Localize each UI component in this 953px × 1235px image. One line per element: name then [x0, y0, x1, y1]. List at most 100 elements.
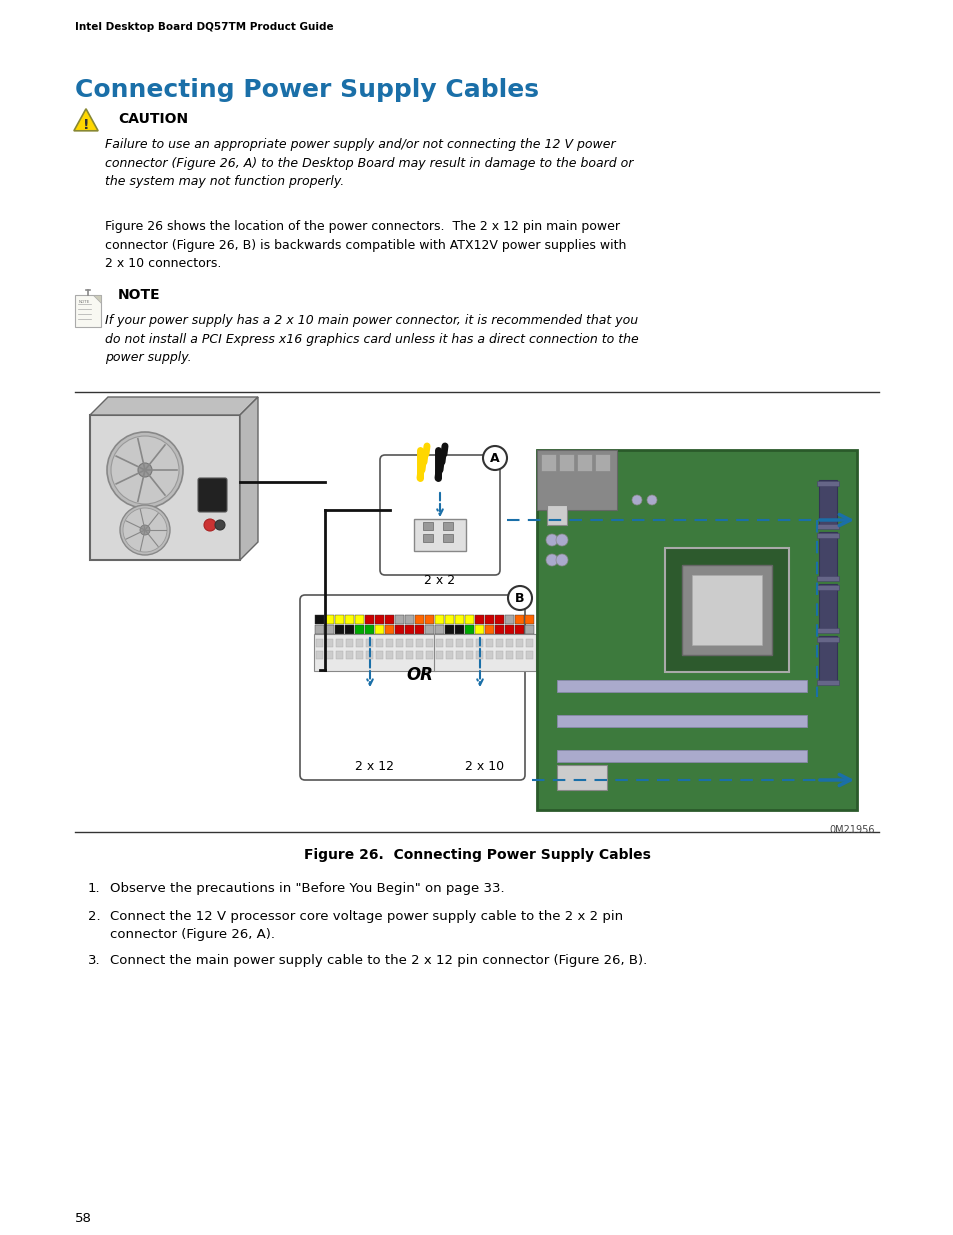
FancyBboxPatch shape: [504, 625, 514, 634]
Circle shape: [646, 495, 657, 505]
FancyBboxPatch shape: [557, 764, 606, 790]
FancyBboxPatch shape: [395, 651, 402, 659]
FancyBboxPatch shape: [818, 480, 836, 525]
FancyBboxPatch shape: [816, 585, 838, 590]
FancyBboxPatch shape: [516, 638, 522, 647]
Polygon shape: [240, 396, 257, 559]
FancyBboxPatch shape: [299, 595, 524, 781]
FancyBboxPatch shape: [415, 625, 423, 634]
Polygon shape: [90, 396, 257, 415]
FancyBboxPatch shape: [386, 651, 393, 659]
FancyBboxPatch shape: [476, 638, 482, 647]
FancyBboxPatch shape: [816, 534, 838, 538]
FancyBboxPatch shape: [75, 295, 101, 327]
FancyBboxPatch shape: [442, 534, 453, 542]
FancyBboxPatch shape: [314, 634, 436, 671]
Text: 0M21956: 0M21956: [828, 825, 874, 835]
FancyBboxPatch shape: [385, 625, 394, 634]
FancyBboxPatch shape: [446, 651, 453, 659]
FancyBboxPatch shape: [405, 615, 414, 624]
FancyBboxPatch shape: [345, 625, 354, 634]
Circle shape: [545, 555, 558, 566]
FancyBboxPatch shape: [537, 450, 617, 510]
FancyBboxPatch shape: [505, 651, 513, 659]
Circle shape: [214, 520, 225, 530]
FancyBboxPatch shape: [495, 625, 503, 634]
FancyBboxPatch shape: [465, 638, 473, 647]
Text: Figure 26 shows the location of the power connectors.  The 2 x 12 pin main power: Figure 26 shows the location of the powe…: [105, 220, 626, 270]
FancyBboxPatch shape: [485, 638, 493, 647]
FancyBboxPatch shape: [496, 651, 502, 659]
FancyBboxPatch shape: [816, 637, 838, 642]
FancyBboxPatch shape: [537, 450, 856, 810]
Text: Failure to use an appropriate power supply and/or not connecting the 12 V power
: Failure to use an appropriate power supp…: [105, 138, 633, 188]
Circle shape: [545, 534, 558, 546]
Circle shape: [507, 585, 532, 610]
FancyBboxPatch shape: [505, 638, 513, 647]
Text: 2 x 10: 2 x 10: [465, 760, 504, 773]
FancyBboxPatch shape: [816, 629, 838, 634]
FancyBboxPatch shape: [355, 651, 363, 659]
FancyBboxPatch shape: [346, 651, 353, 659]
FancyBboxPatch shape: [355, 615, 364, 624]
FancyBboxPatch shape: [816, 524, 838, 529]
Text: 2 x 2: 2 x 2: [424, 574, 456, 587]
FancyBboxPatch shape: [345, 615, 354, 624]
FancyBboxPatch shape: [416, 651, 422, 659]
FancyBboxPatch shape: [444, 615, 454, 624]
FancyBboxPatch shape: [455, 615, 463, 624]
FancyBboxPatch shape: [346, 638, 353, 647]
FancyBboxPatch shape: [557, 750, 806, 762]
FancyBboxPatch shape: [504, 615, 514, 624]
FancyBboxPatch shape: [379, 454, 499, 576]
Text: 58: 58: [75, 1212, 91, 1225]
Circle shape: [556, 534, 567, 546]
Circle shape: [631, 495, 641, 505]
Circle shape: [111, 436, 179, 504]
FancyBboxPatch shape: [691, 576, 761, 645]
FancyBboxPatch shape: [484, 615, 494, 624]
FancyBboxPatch shape: [325, 615, 334, 624]
FancyBboxPatch shape: [405, 625, 414, 634]
FancyBboxPatch shape: [335, 625, 344, 634]
FancyBboxPatch shape: [524, 625, 534, 634]
Text: CAUTION: CAUTION: [118, 112, 188, 126]
FancyBboxPatch shape: [426, 651, 433, 659]
FancyBboxPatch shape: [314, 625, 324, 634]
Text: NOTE: NOTE: [118, 288, 160, 303]
FancyBboxPatch shape: [496, 638, 502, 647]
FancyBboxPatch shape: [524, 615, 534, 624]
FancyBboxPatch shape: [525, 638, 533, 647]
FancyBboxPatch shape: [365, 615, 374, 624]
Text: Intel Desktop Board DQ57TM Product Guide: Intel Desktop Board DQ57TM Product Guide: [75, 22, 334, 32]
FancyBboxPatch shape: [365, 625, 374, 634]
Circle shape: [107, 432, 183, 508]
FancyBboxPatch shape: [366, 651, 373, 659]
FancyBboxPatch shape: [436, 638, 442, 647]
FancyBboxPatch shape: [816, 680, 838, 685]
Text: connector (Figure 26, A).: connector (Figure 26, A).: [110, 927, 274, 941]
FancyBboxPatch shape: [442, 522, 453, 530]
FancyBboxPatch shape: [355, 638, 363, 647]
FancyBboxPatch shape: [664, 548, 788, 672]
FancyBboxPatch shape: [426, 638, 433, 647]
FancyBboxPatch shape: [816, 480, 838, 487]
FancyBboxPatch shape: [416, 638, 422, 647]
FancyBboxPatch shape: [406, 651, 413, 659]
Text: A: A: [490, 452, 499, 464]
Circle shape: [140, 525, 150, 535]
Circle shape: [482, 446, 506, 471]
FancyBboxPatch shape: [540, 454, 556, 471]
FancyBboxPatch shape: [326, 651, 333, 659]
FancyBboxPatch shape: [516, 651, 522, 659]
Circle shape: [556, 555, 567, 566]
FancyBboxPatch shape: [315, 651, 323, 659]
FancyBboxPatch shape: [375, 651, 382, 659]
Text: Connecting Power Supply Cables: Connecting Power Supply Cables: [75, 78, 538, 103]
Text: Connect the main power supply cable to the 2 x 12 pin connector (Figure 26, B).: Connect the main power supply cable to t…: [110, 953, 646, 967]
FancyBboxPatch shape: [314, 615, 324, 624]
FancyBboxPatch shape: [456, 638, 462, 647]
FancyBboxPatch shape: [315, 638, 323, 647]
FancyBboxPatch shape: [406, 638, 413, 647]
Circle shape: [138, 463, 152, 477]
